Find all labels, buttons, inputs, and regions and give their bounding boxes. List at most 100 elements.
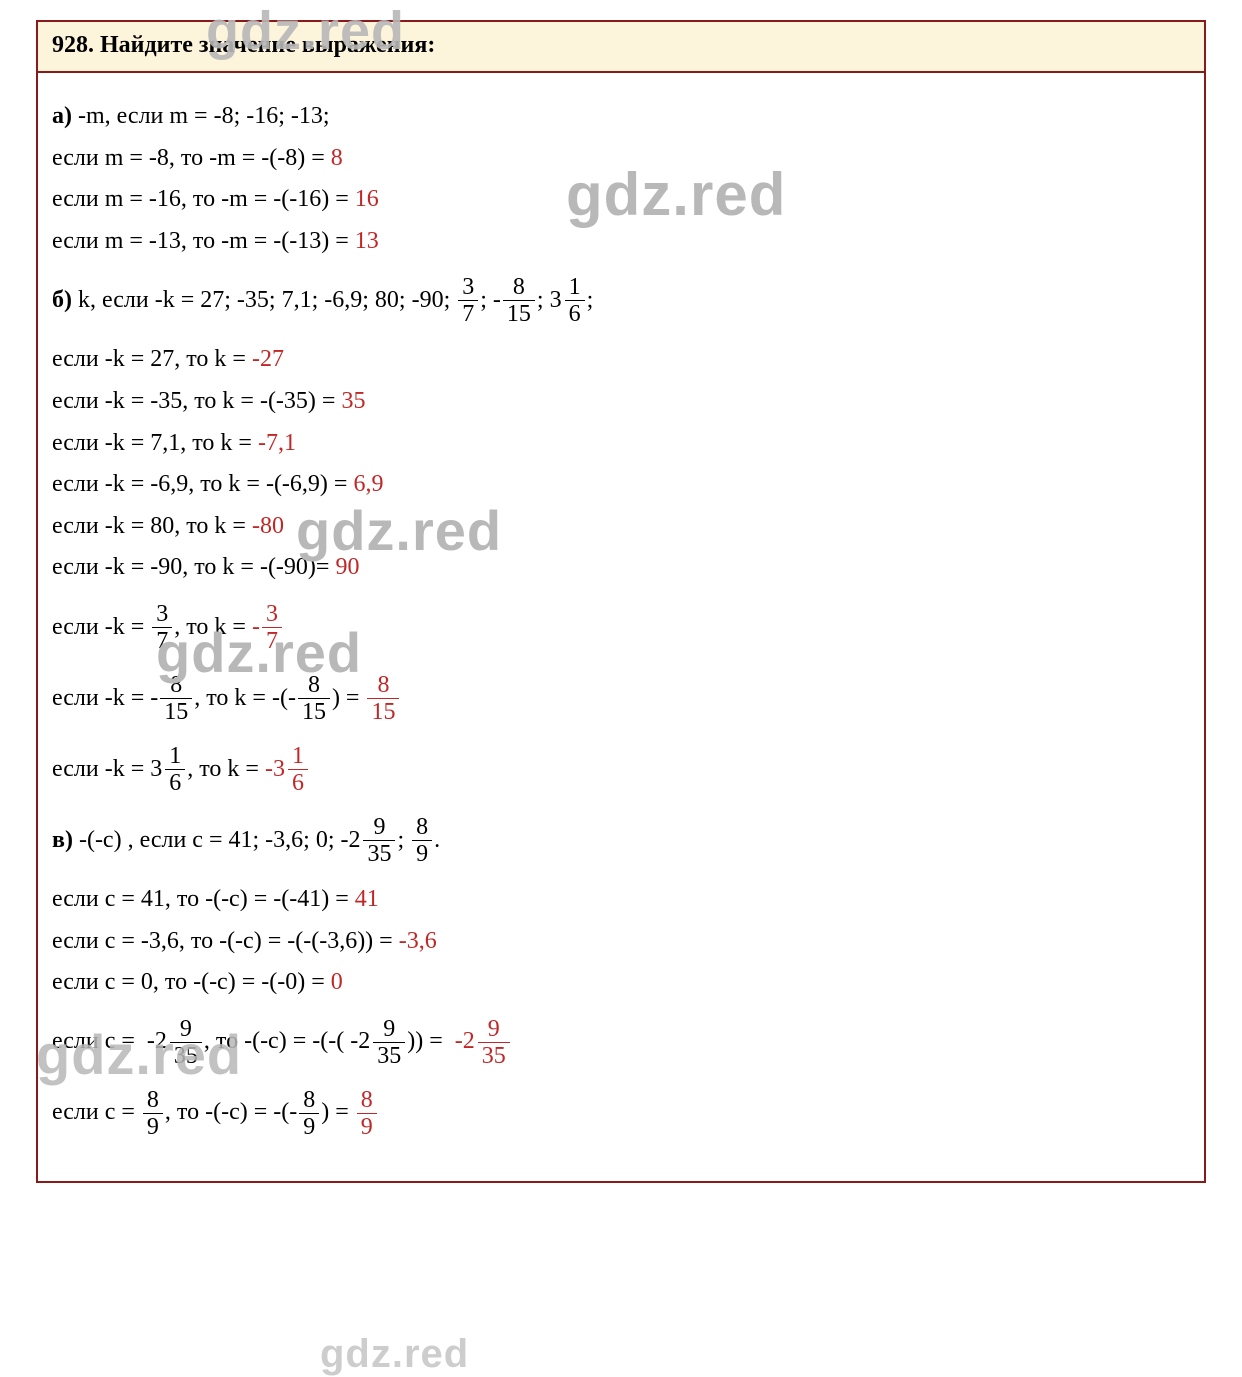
task-body: а) -m, если m = -8; -16; -13; если m = -… xyxy=(38,73,1204,1181)
part-a-row: если m = -16, то -m = -(-16) = 16 xyxy=(52,186,1190,214)
fraction-den: 35 xyxy=(373,1042,405,1068)
part-b-row: если -k = 7,1, то k = -7,1 xyxy=(52,430,1190,458)
fraction: 3 7 xyxy=(152,602,172,653)
answer-sign: - xyxy=(455,1028,463,1056)
fraction-num: 8 xyxy=(299,1088,319,1113)
mixed-whole: 3 xyxy=(273,756,285,784)
prompt-suffix: . xyxy=(434,827,440,855)
fraction-num: 1 xyxy=(165,744,185,769)
answer-value: -27 xyxy=(252,346,284,374)
part-b-row: если -k = -90, то k = -(-90)= 90 xyxy=(52,554,1190,582)
equation-text: если c = - xyxy=(52,1028,155,1056)
fraction: 8 15 xyxy=(160,673,192,724)
answer-mixed: 3 1 6 xyxy=(273,744,310,795)
fraction-num: 1 xyxy=(288,744,308,769)
separator: ; xyxy=(537,287,550,315)
fraction-den: 35 xyxy=(363,840,395,866)
fraction-num: 8 xyxy=(357,1088,377,1113)
answer-value: 8 xyxy=(331,145,343,173)
answer-value: 35 xyxy=(341,388,365,416)
part-b-prompt: б) k, если -k = 27; -35; 7,1; -6,9; 80; … xyxy=(52,275,1190,326)
part-c-row: если c = 0, то -(-c) = -(-0) = 0 xyxy=(52,969,1190,997)
equation-text: если m = -13, то -m = -(-13) = xyxy=(52,228,355,256)
equation-text: если -k = xyxy=(52,756,150,784)
answer-mixed: 2 9 35 xyxy=(463,1017,512,1068)
fraction-den: 9 xyxy=(299,1113,319,1139)
mixed-whole: 2 xyxy=(155,1028,167,1056)
equation-text: если c = 41, то -(-c) = -(-41) = xyxy=(52,886,355,914)
separator: ; xyxy=(397,827,410,855)
watermark: gdz.red xyxy=(320,1332,469,1377)
part-a-prompt: а) -m, если m = -8; -16; -13; xyxy=(52,103,1190,131)
answer-value: 90 xyxy=(335,554,359,582)
fraction-num: 3 xyxy=(458,275,478,300)
fraction-den: 35 xyxy=(170,1042,202,1068)
part-c-prompt: в) -(-c) , если c = 41; -3,6; 0; - 2 9 3… xyxy=(52,815,1190,866)
part-b-row-mixed: если -k = 3 1 6 , то k = - 3 1 6 xyxy=(52,744,1190,795)
fraction: 9 35 xyxy=(170,1017,202,1068)
equation-text: если -k = -6,9, то k = -(-6,9) = xyxy=(52,471,353,499)
fraction-num: 9 xyxy=(176,1017,196,1042)
equation-text: если -k = xyxy=(52,614,150,642)
fraction-den: 15 xyxy=(160,698,192,724)
equation-text: если c = xyxy=(52,1099,141,1127)
prompt-suffix: ; xyxy=(587,287,594,315)
part-a-row: если m = -13, то -m = -(-13) = 13 xyxy=(52,228,1190,256)
equation-text: если -k = - xyxy=(52,685,158,713)
fraction: 9 35 xyxy=(373,1017,405,1068)
part-b-row: если -k = 80, то k = -80 xyxy=(52,513,1190,541)
part-label-b: б) xyxy=(52,287,72,315)
task-number: 928. xyxy=(52,32,94,58)
fraction: 8 15 xyxy=(503,275,535,326)
fraction-den: 35 xyxy=(478,1042,510,1068)
part-a-text: -m, если m = -8; -16; -13; xyxy=(72,103,330,131)
part-c-row: если c = -3,6, то -(-c) = -(-(-3,6)) = -… xyxy=(52,928,1190,956)
part-c-row: если c = 41, то -(-c) = -(-41) = 41 xyxy=(52,886,1190,914)
mixed-whole: 2 xyxy=(348,827,360,855)
part-c-row-mixed: если c = - 2 9 35 , то -(-c) = -(-( - 2 … xyxy=(52,1017,1190,1068)
part-c-row-frac: если c = 8 9 , то -(-c) = -(- 8 9 ) = 8 … xyxy=(52,1088,1190,1139)
answer-sign: - xyxy=(265,756,273,784)
answer-fraction: 8 15 xyxy=(367,673,399,724)
mixed-number: 3 1 6 xyxy=(150,744,187,795)
equation-text: если -k = -35, то k = -(-35) = xyxy=(52,388,341,416)
part-c-text: -(-c) , если c = 41; -3,6; 0; - xyxy=(73,827,349,855)
fraction-den: 6 xyxy=(565,300,585,326)
part-b-row-frac: если -k = - 8 15 , то k = -(- 8 15 ) = 8… xyxy=(52,673,1190,724)
answer-value: 16 xyxy=(355,186,379,214)
answer-value: 13 xyxy=(355,228,379,256)
part-b-row-frac: если -k = 3 7 , то k = - 3 7 xyxy=(52,602,1190,653)
fraction-den: 15 xyxy=(503,300,535,326)
mixed-whole: 2 xyxy=(358,1028,370,1056)
answer-value: 41 xyxy=(355,886,379,914)
part-b-text: k, если -k = 27; -35; 7,1; -6,9; 80; -90… xyxy=(72,287,456,315)
mixed-number: 2 9 35 xyxy=(348,815,397,866)
equation-text: , то -(-c) = -(-( - xyxy=(204,1028,358,1056)
fraction-den: 9 xyxy=(143,1113,163,1139)
fraction-den: 7 xyxy=(262,627,282,653)
fraction: 8 9 xyxy=(412,815,432,866)
fraction-num: 8 xyxy=(143,1088,163,1113)
equation-text: , то -(-c) = -(- xyxy=(165,1099,297,1127)
equation-text: , то k = -(- xyxy=(194,685,296,713)
equation-text: если m = -8, то -m = -(-8) = xyxy=(52,145,331,173)
fraction-num: 9 xyxy=(379,1017,399,1042)
fraction: 3 7 xyxy=(458,275,478,326)
fraction-num: 8 xyxy=(412,815,432,840)
fraction-num: 3 xyxy=(262,602,282,627)
fraction: 9 35 xyxy=(478,1017,510,1068)
fraction: 8 9 xyxy=(143,1088,163,1139)
equation-text: )) = xyxy=(407,1028,455,1056)
equation-text: если c = -3,6, то -(-c) = -(-(-3,6)) = xyxy=(52,928,399,956)
fraction-num: 3 xyxy=(152,602,172,627)
fraction-num: 8 xyxy=(373,673,393,698)
part-label-c: в) xyxy=(52,827,73,855)
fraction-num: 8 xyxy=(304,673,324,698)
mixed-whole: 3 xyxy=(150,756,162,784)
task-header: 928. Найдите значение выражения: xyxy=(38,22,1204,73)
mixed-whole: 2 xyxy=(463,1028,475,1056)
part-a-row: если m = -8, то -m = -(-8) = 8 xyxy=(52,145,1190,173)
answer-value: -7,1 xyxy=(258,430,296,458)
task-container: 928. Найдите значение выражения: а) -m, … xyxy=(36,20,1206,1183)
fraction: 1 6 xyxy=(288,744,308,795)
